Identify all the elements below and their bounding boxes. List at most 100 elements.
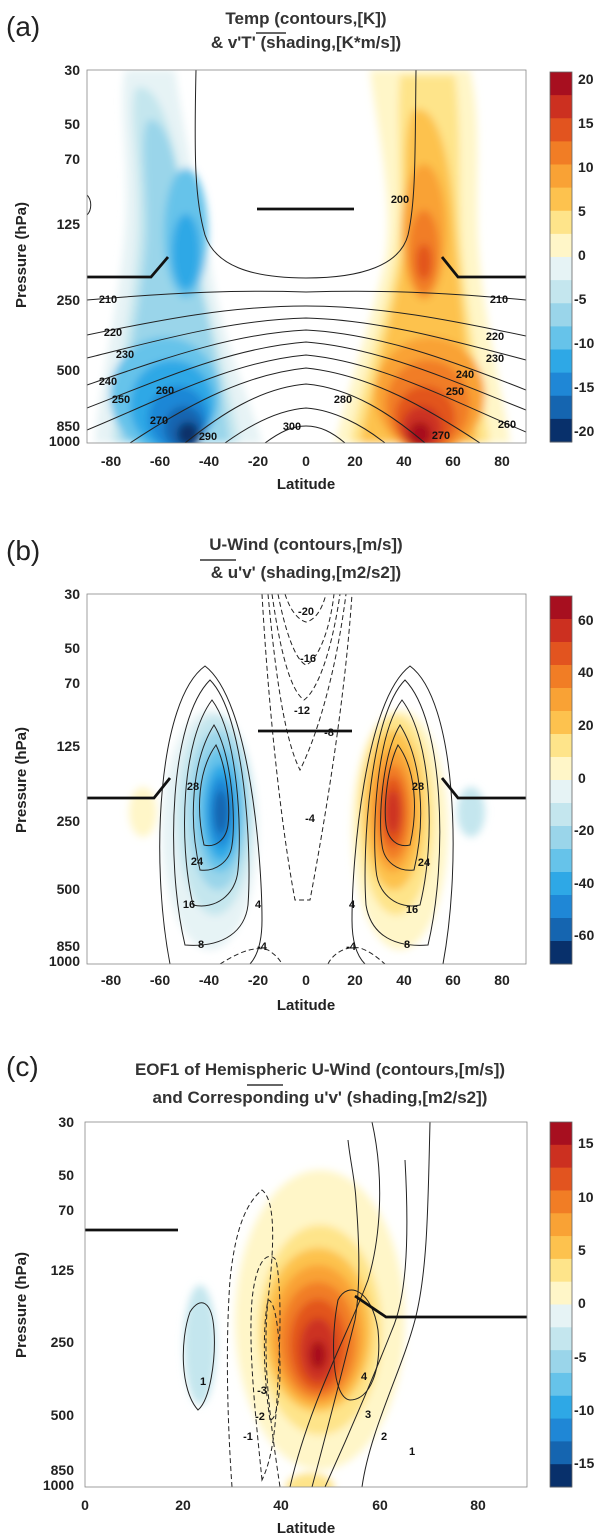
panel-a: (a) Temp (contours,[K]) & v'T' (shading,… (6, 9, 594, 493)
contour-b-d4 (261, 594, 353, 901)
clab-a-220e: 220 (486, 331, 504, 343)
colorbar-b-blocks (550, 596, 572, 965)
tropopause-a (87, 207, 526, 279)
contour-b-w28 (199, 744, 230, 847)
colorbar-b-block (550, 757, 572, 781)
xtick-b-9: 80 (494, 972, 510, 988)
contour-labels-c: 1 -1 -2 -3 3 4 2 1 (200, 1371, 415, 1458)
colorbar-b-block (550, 895, 572, 919)
colorbar-b: 60 40 20 0 -20 -40 -60 (549, 595, 594, 965)
clab-b-4e: 4 (349, 899, 356, 911)
contour-b-surf-e (327, 946, 386, 964)
xtick-c-5: 80 (470, 1497, 486, 1513)
ytick-c-125: 125 (51, 1262, 75, 1278)
clab-a-240e: 240 (456, 369, 474, 381)
clab-b-4w: 4 (255, 899, 262, 911)
ytick-a-850: 850 (57, 418, 81, 434)
contour-a-230 (87, 317, 526, 361)
contour-b-w8 (173, 679, 250, 946)
clab-a-240w: 240 (99, 376, 117, 388)
shading-c: 1 -1 -2 -3 3 4 2 1 (85, 1122, 527, 1487)
colorbar-a-block (550, 95, 572, 119)
clab-a-250w: 250 (112, 394, 130, 406)
ytick-c-850: 850 (51, 1462, 75, 1478)
xtick-a-6: 20 (347, 453, 363, 469)
ytick-a-250: 250 (57, 292, 81, 308)
cbtick-c-5: 5 (578, 1242, 586, 1258)
shade-b-n8 (457, 787, 485, 837)
shading-b: -20 -16 -12 -8 -4 28 28 24 24 16 16 8 8 … (87, 594, 526, 964)
title-c-line1: EOF1 of Hemispheric U-Wind (contours,[m/… (135, 1060, 505, 1079)
clab-a-300: 300 (283, 421, 301, 433)
colorbar-a-block (550, 280, 572, 304)
colorbar-c-block (550, 1281, 572, 1305)
colorbar-a-block (550, 303, 572, 327)
clab-b-m4w: -4 (257, 941, 268, 953)
contour-a-220 (87, 305, 526, 337)
cbtick-b-60: 60 (578, 612, 594, 628)
colorbar-b-block (550, 849, 572, 873)
clab-a-260e: 260 (498, 419, 516, 431)
ylabel-b: Pressure (hPa) (13, 727, 30, 833)
colorbar-c-block (550, 1258, 572, 1283)
tropopause-c (85, 1228, 527, 1319)
colorbar-a-block (550, 418, 572, 443)
colorbar-a-block (550, 349, 572, 374)
cbtick-a-m15: -15 (574, 379, 594, 395)
contour-b-w24 (192, 724, 234, 871)
plot-frame-a (86, 69, 527, 444)
xtick-c-2: 20 (175, 1497, 191, 1513)
colorbar-c-block (550, 1167, 572, 1191)
y-axis-a: 30 50 70 125 250 500 850 1000 Pressure (… (13, 62, 80, 449)
colorbar-b-block (550, 803, 572, 827)
clab-c-1e: 1 (409, 1446, 415, 1458)
contour-c-w1 (182, 1302, 215, 1411)
colorbar-b-block (550, 688, 572, 712)
contour-a-260 (87, 354, 526, 433)
cbtick-a-5: 5 (578, 203, 586, 219)
colorbar-a-block (550, 372, 572, 397)
clab-c-3: 3 (365, 1409, 371, 1421)
clab-c-m1: -1 (243, 1431, 253, 1443)
xtick-a-2: -60 (150, 453, 170, 469)
colorbar-c-block (550, 1236, 572, 1260)
clab-c-m2: -2 (255, 1411, 265, 1423)
ytick-b-500: 500 (57, 881, 81, 897)
ytick-b-30: 30 (64, 586, 80, 602)
xtick-a-8: 60 (445, 453, 461, 469)
ytick-a-500: 500 (57, 362, 81, 378)
clab-a-270e: 270 (432, 430, 450, 442)
clab-b-m8: -8 (324, 727, 334, 739)
colorbar-b-block (550, 872, 572, 896)
contours-a (87, 70, 526, 443)
cbtick-b-m60: -60 (574, 927, 594, 943)
colorbar-a: 20 15 10 5 0 -5 -10 -15 -20 (549, 71, 594, 443)
clab-b-16w: 16 (183, 899, 195, 911)
colorbar-a-block (550, 118, 572, 142)
xtick-a-5: 0 (302, 453, 310, 469)
clab-c-2: 2 (381, 1431, 387, 1443)
x-axis-a: -80 -60 -40 -20 0 20 40 60 80 Latitude (101, 453, 510, 493)
xtick-b-3: -40 (199, 972, 219, 988)
shade-a-n5 (172, 214, 200, 290)
colorbar-b-block (550, 665, 572, 689)
cbtick-a-m10: -10 (574, 335, 594, 351)
contour-a-300 (264, 425, 346, 443)
contour-a-270 (129, 367, 481, 443)
xtick-b-2: -60 (150, 972, 170, 988)
contour-a-250 (87, 341, 526, 411)
shade-b-p8 (129, 787, 157, 837)
shade-c-p9 (286, 1473, 334, 1487)
colorbar-b-block (550, 619, 572, 643)
colorbar-a-block (550, 164, 572, 189)
contour-a-290 (224, 407, 386, 443)
contour-c-2b (324, 1159, 408, 1487)
xtick-a-7: 40 (396, 453, 412, 469)
colorbar-c-block (550, 1122, 572, 1146)
panel-c: (c) EOF1 of Hemispheric U-Wind (contours… (6, 1051, 594, 1537)
y-axis-c: 30 50 70 125 250 500 850 1000 Pressure (… (13, 1114, 74, 1493)
cbtick-b-40: 40 (578, 664, 594, 680)
y-axis-b: 30 50 70 125 250 500 850 1000 Pressure (… (13, 586, 80, 969)
shade-b-n7 (214, 790, 228, 834)
